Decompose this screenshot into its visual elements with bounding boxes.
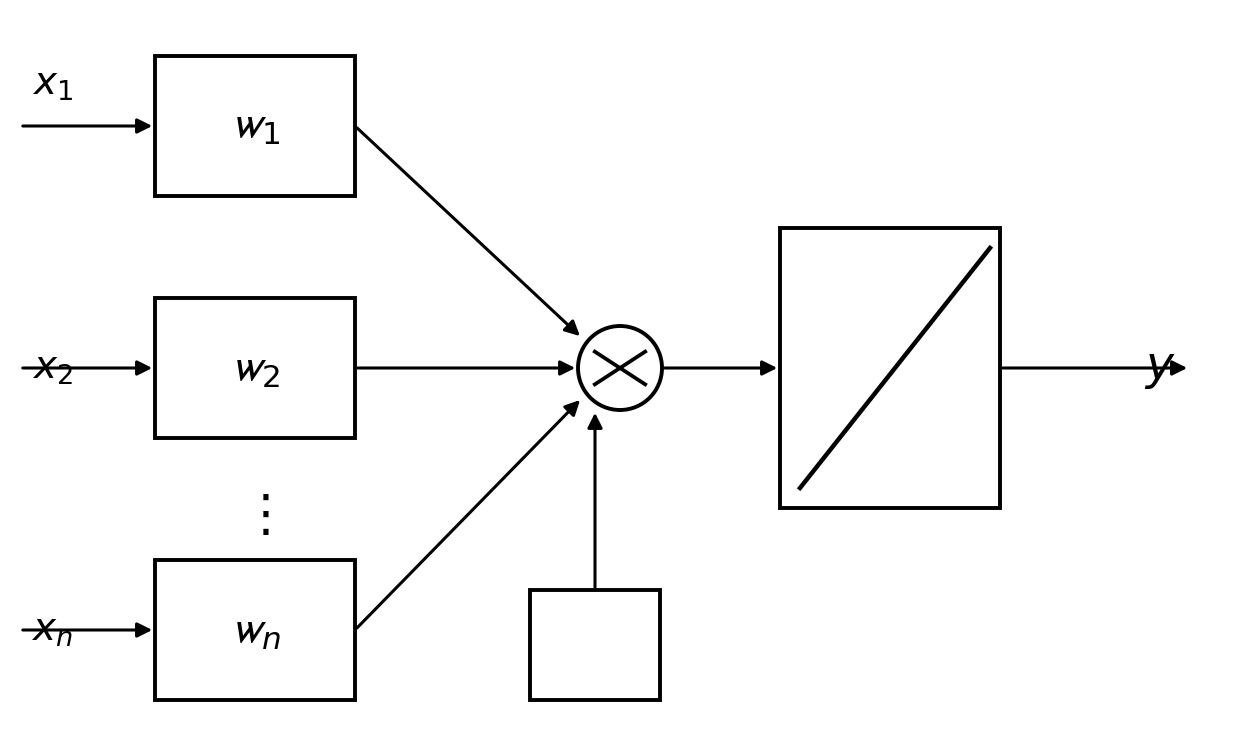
Text: $x_2$: $x_2$ — [32, 349, 72, 387]
Bar — [155, 298, 355, 438]
Text: $y$: $y$ — [1145, 345, 1176, 391]
Bar — [155, 560, 355, 700]
Text: $\mathcal{w}_1$: $\mathcal{w}_1$ — [229, 104, 280, 147]
Bar — [155, 56, 355, 196]
Bar — [529, 590, 660, 700]
Text: $\vdots$: $\vdots$ — [241, 491, 270, 541]
Text: $\mathcal{w}_n$: $\mathcal{w}_n$ — [229, 609, 280, 652]
Text: $x_1$: $x_1$ — [31, 65, 72, 103]
Text: $x_n$: $x_n$ — [31, 611, 73, 649]
Bar — [780, 228, 999, 508]
Text: $\mathcal{w}_2$: $\mathcal{w}_2$ — [231, 346, 280, 389]
Circle shape — [578, 326, 662, 410]
Text: $b$: $b$ — [580, 624, 609, 667]
